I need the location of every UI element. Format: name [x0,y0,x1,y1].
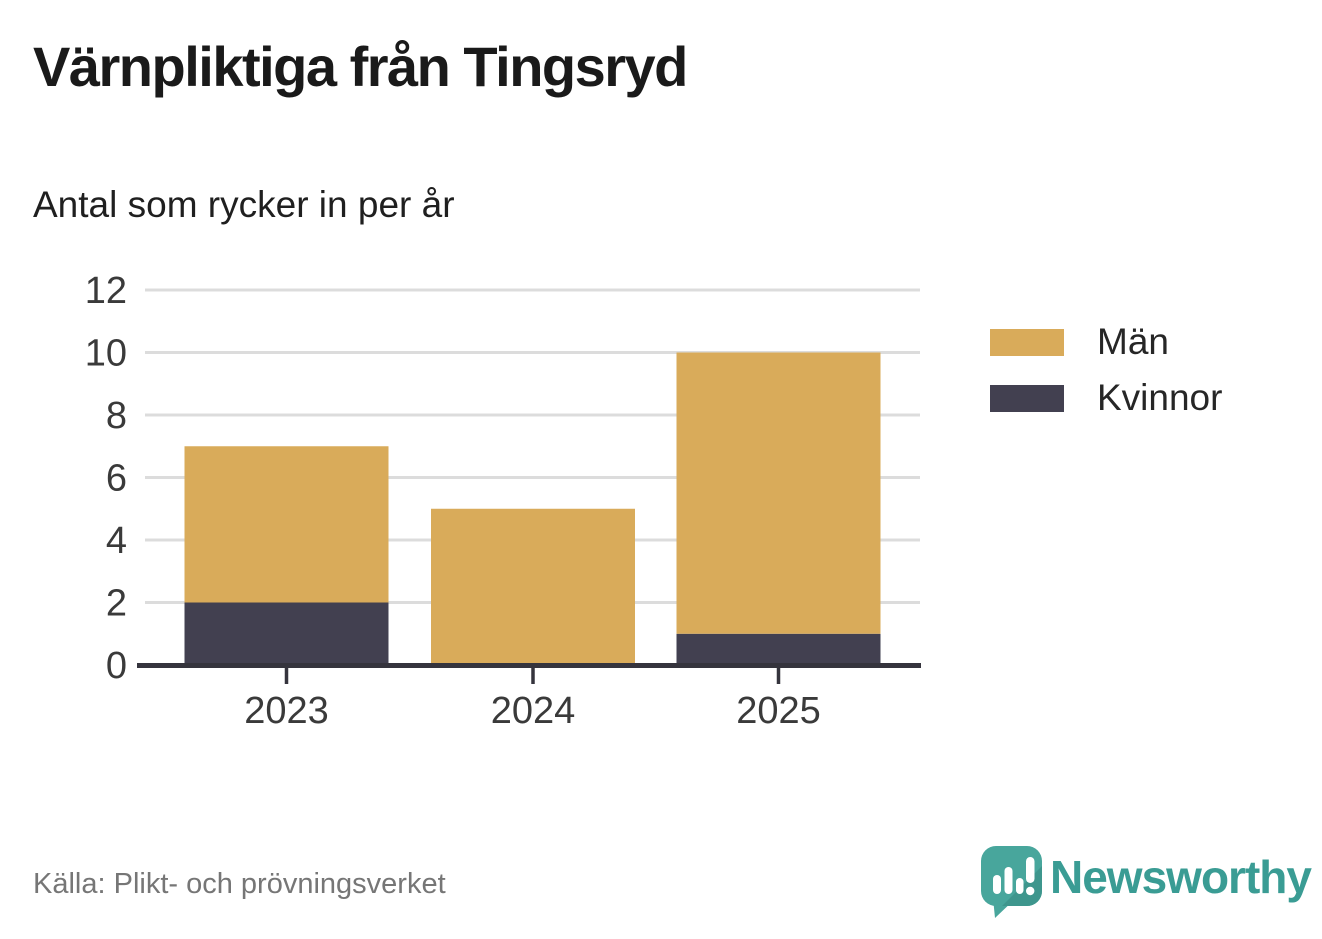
y-tick-label-0: 0 [106,645,127,687]
bar-2025-man [676,352,881,634]
legend: Män Kvinnor [990,320,1222,432]
bar-2025-kvinnor [676,633,881,665]
y-tick-label-12: 12 [85,270,127,312]
legend-item-man: Män [990,320,1222,364]
chart-title: Värnpliktiga från Tingsryd [33,35,688,98]
y-tick-label-8: 8 [106,395,127,437]
bar-2023-kvinnor [184,602,389,665]
x-tick-label-2024: 2024 [491,690,576,732]
legend-item-kvinnor: Kvinnor [990,376,1222,420]
legend-label-man: Män [1097,321,1169,362]
x-tick-label-2023: 2023 [244,690,329,732]
y-tick-label-2: 2 [106,583,127,625]
bar-2024-man [431,508,635,665]
brand-wordmark: Newsworthy [1050,851,1312,903]
logo-bar-1-icon [993,875,1001,894]
legend-swatch-kvinnor [990,384,1064,412]
source-note: Källa: Plikt- och prövningsverket [33,868,446,900]
logo-bar-2-icon [1004,867,1013,894]
legend-label-kvinnor: Kvinnor [1097,377,1223,418]
y-tick-label-4: 4 [106,520,127,562]
y-tick-label-10: 10 [85,333,127,375]
y-tick-label-6: 6 [106,458,127,500]
branding: Newsworthy [980,846,1312,918]
logo-bar-3-icon [1016,878,1024,894]
logo-exclamation-dot-icon [1026,886,1035,896]
chart-subtitle: Antal som rycker in per år [33,184,455,225]
logo-exclamation-bar-icon [1026,857,1035,883]
bar-2023-man [184,446,389,603]
newsworthy-logo-icon [981,846,1042,918]
x-tick-label-2025: 2025 [736,690,821,732]
legend-swatch-man [990,328,1064,356]
